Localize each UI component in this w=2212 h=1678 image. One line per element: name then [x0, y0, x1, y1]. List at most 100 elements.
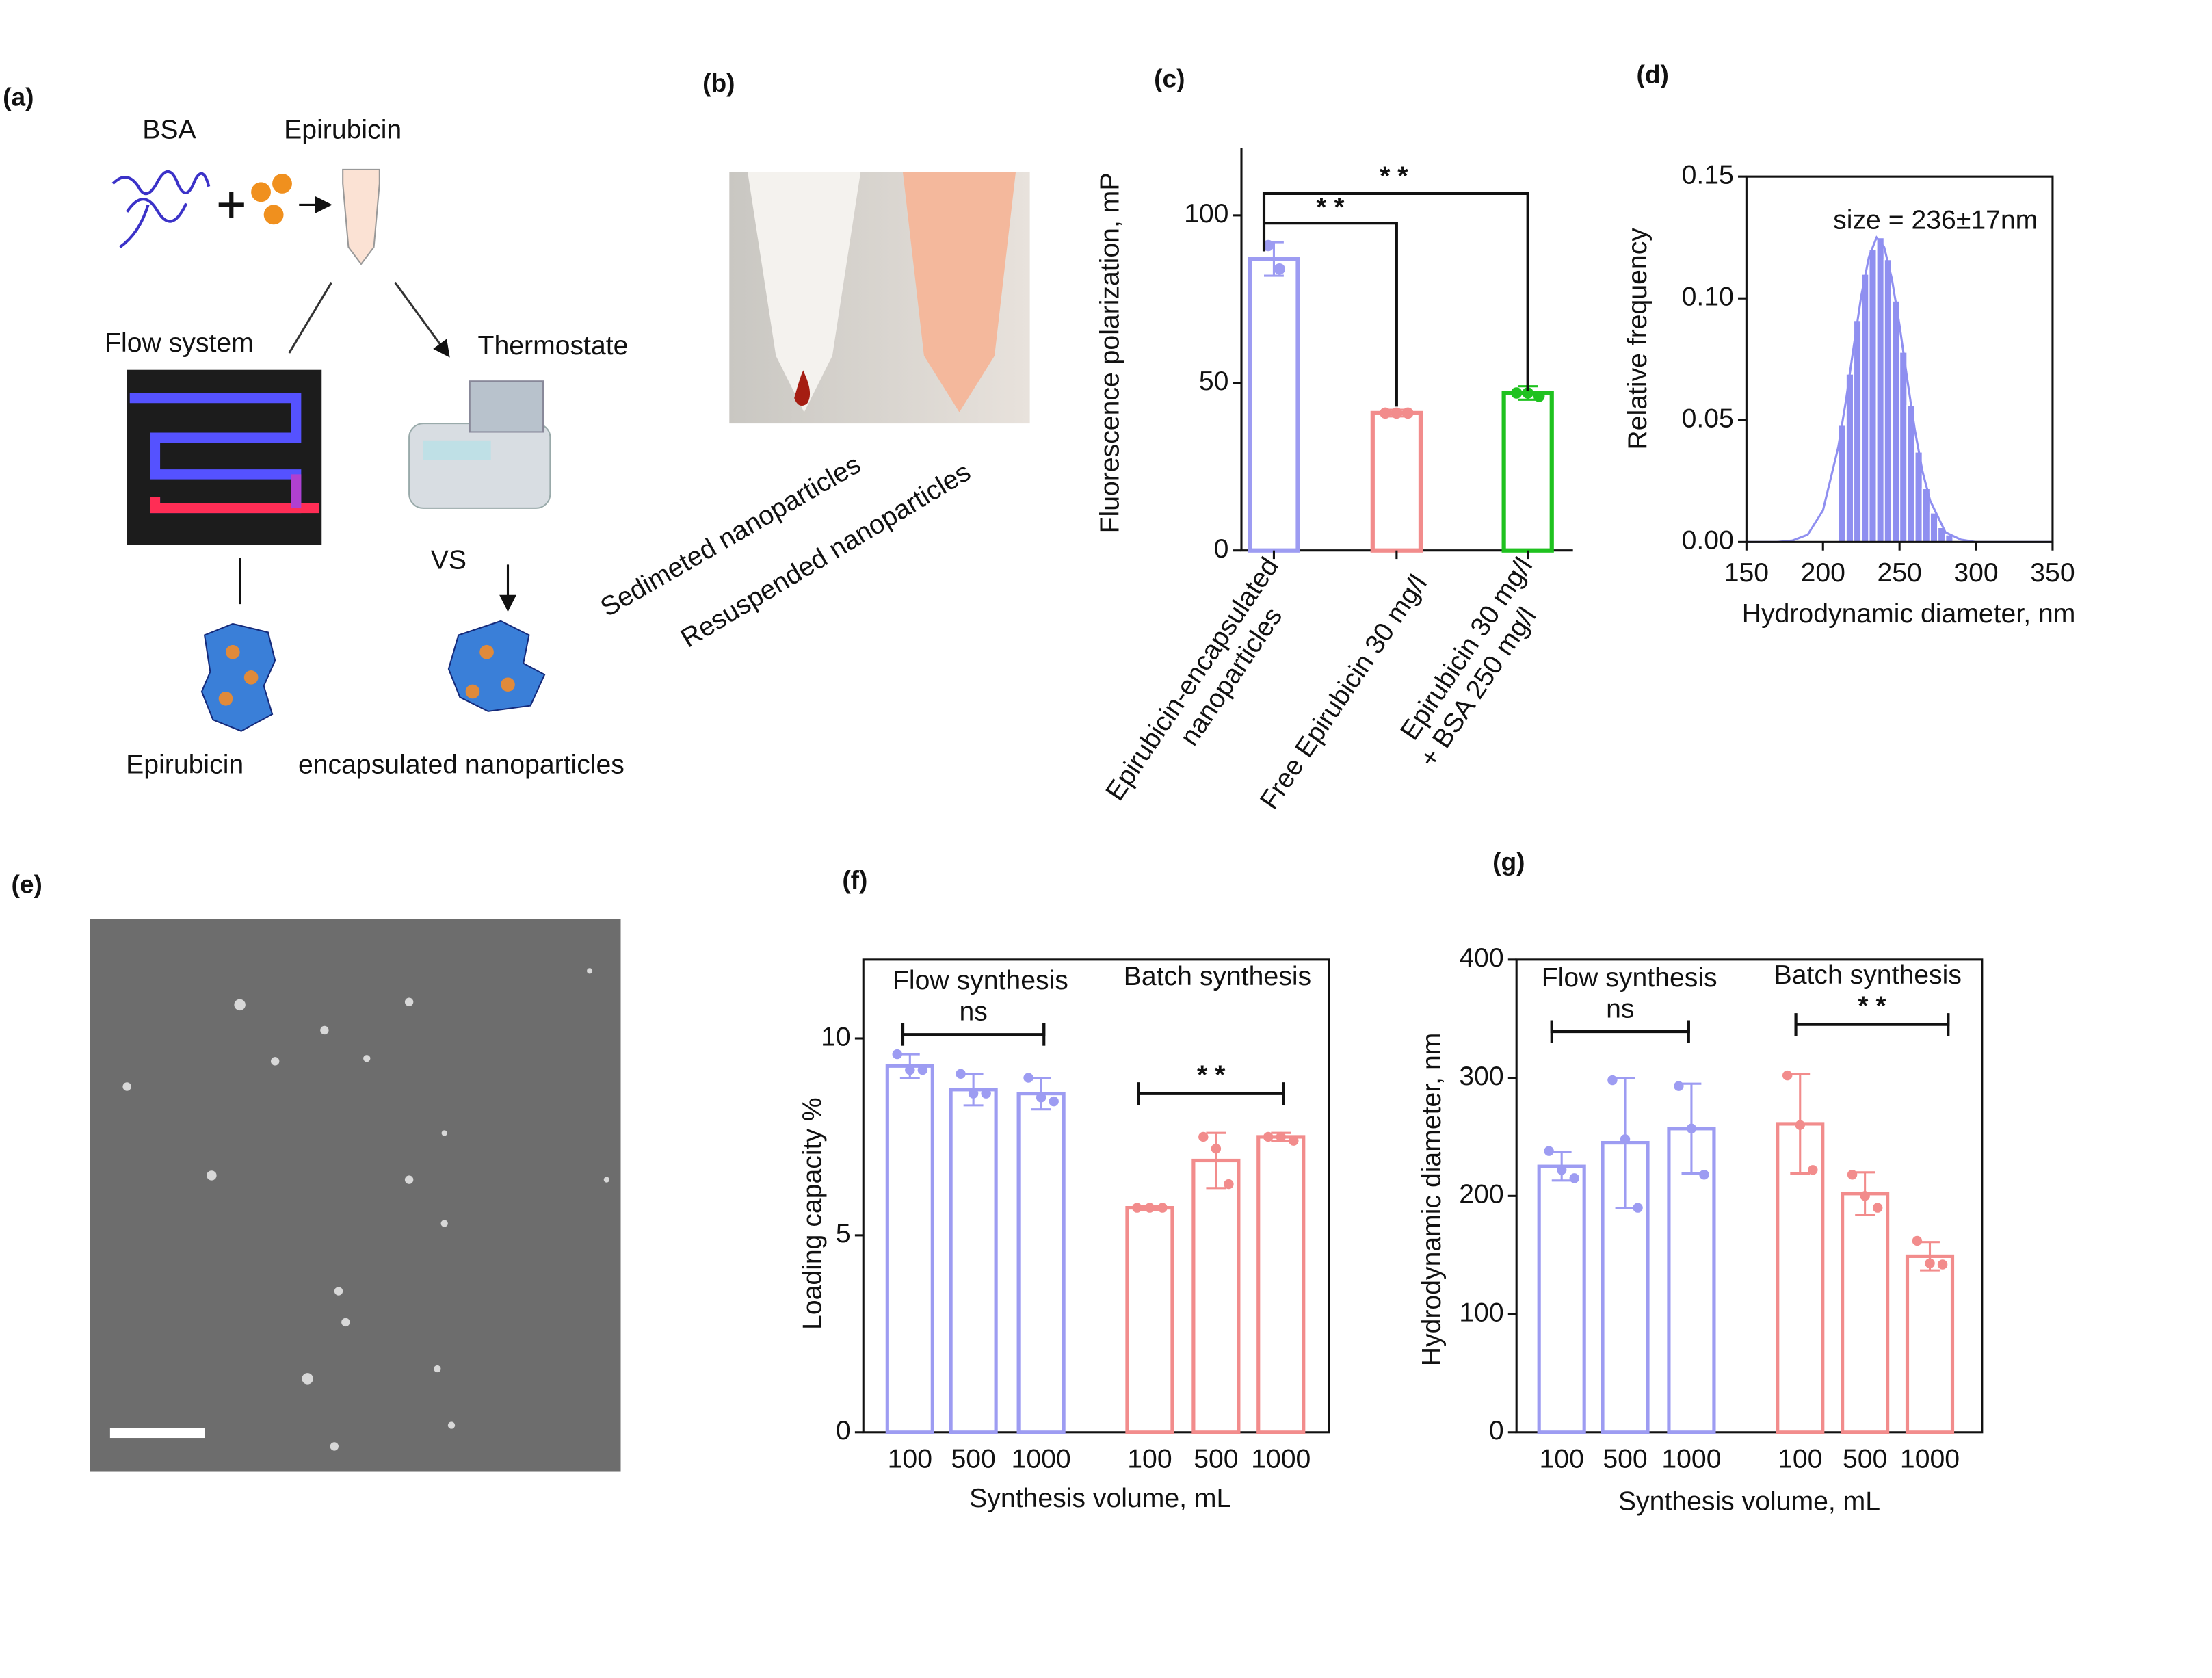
data-point	[1224, 1179, 1234, 1190]
bar	[1248, 257, 1300, 553]
data-point	[956, 1069, 966, 1079]
panel-label: (b)	[702, 68, 735, 97]
data-point	[1686, 1123, 1697, 1134]
significance: ns	[959, 997, 987, 1027]
bar	[949, 1088, 998, 1434]
data-point	[1674, 1081, 1684, 1091]
y-axis-label: Hydrodynamic diameter, nm	[1417, 1033, 1447, 1367]
significance-bracket	[1262, 222, 1398, 407]
bsa-icon	[111, 170, 211, 248]
data-point	[1198, 1131, 1209, 1142]
data-point	[1925, 1258, 1935, 1268]
x-tick-label: 500	[1843, 1444, 1887, 1473]
group-label: Flow synthesis	[893, 966, 1068, 995]
data-point	[1522, 387, 1533, 399]
data-point	[1274, 263, 1285, 275]
x-tick-label: 500	[1603, 1444, 1647, 1473]
significance: * *	[1380, 162, 1408, 192]
data-point	[1937, 1259, 1948, 1270]
x-tick-label: 1000	[1900, 1444, 1960, 1473]
data-point	[1380, 407, 1391, 419]
nanoparticle-icon	[200, 622, 276, 732]
label: encapsulated nanoparticles	[298, 750, 624, 780]
x-tick-label: 100	[1127, 1444, 1172, 1473]
data-point	[1872, 1203, 1883, 1213]
bar	[1501, 391, 1554, 553]
panel-label: (a)	[3, 83, 34, 112]
tube	[748, 172, 861, 412]
annotation: size = 236±17nm	[1833, 206, 2038, 235]
data-point	[1620, 1134, 1631, 1144]
x-tick-label-group: Free Epirubicin 30 mg/l	[1254, 570, 1433, 815]
label: VS	[431, 546, 466, 575]
bar	[885, 1064, 934, 1434]
data-point	[1049, 1096, 1059, 1107]
data-point	[1157, 1203, 1168, 1213]
drug-icon	[263, 205, 284, 225]
bar	[1905, 1254, 1955, 1434]
data-point	[1263, 1131, 1274, 1142]
x-tick-label: 1000	[1661, 1444, 1721, 1473]
sem-image	[90, 919, 621, 1472]
arrow	[239, 558, 508, 609]
group-label: Flow synthesis	[1542, 963, 1717, 993]
data-point	[1533, 391, 1545, 402]
sem-background	[90, 919, 621, 1472]
y-tick-label: 200	[1459, 1180, 1503, 1209]
bar	[1537, 1164, 1586, 1434]
data-point	[1607, 1075, 1618, 1086]
data-point	[1276, 1131, 1286, 1142]
significance: * *	[1858, 991, 1886, 1021]
x-tick-label: 1000	[1012, 1444, 1071, 1473]
bar	[1841, 1192, 1890, 1434]
data-point	[1795, 1120, 1805, 1130]
data-point	[1211, 1144, 1222, 1154]
significance: * *	[1197, 1060, 1226, 1090]
y-tick-label: 400	[1459, 943, 1503, 973]
nanoparticle-icon	[447, 620, 546, 712]
label: Flow system	[105, 328, 254, 358]
x-tick-label: 1000	[1251, 1444, 1311, 1473]
y-tick-label: 0.00	[1682, 526, 1734, 555]
x-axis-label: Hydrodynamic diameter, nm	[1742, 599, 2076, 629]
label: Epirubicin	[284, 116, 401, 145]
histogram-bar	[1891, 300, 1901, 543]
x-tick-label: 200	[1801, 558, 1845, 588]
histogram-bar	[1852, 319, 1862, 543]
data-point	[1847, 1170, 1858, 1180]
y-tick-label: 0	[1214, 534, 1229, 564]
panel-label: (e)	[12, 869, 42, 898]
pellet	[794, 370, 811, 406]
histogram-bar	[1883, 259, 1893, 543]
x-tick-label: 150	[1724, 558, 1769, 588]
significance-bracket	[1262, 192, 1529, 391]
fit-curve	[1746, 235, 2053, 543]
bar	[1016, 1092, 1066, 1434]
data-point	[1556, 1165, 1567, 1175]
x-tick-label: Epirubicin-encapsulated	[1101, 552, 1285, 806]
label: Thermostate	[478, 331, 629, 360]
x-tick-label: 500	[1194, 1444, 1238, 1473]
y-axis-label: Relative frequency	[1623, 228, 1653, 450]
panel-label: (f)	[842, 865, 867, 894]
x-tick-label: 300	[1953, 558, 1998, 588]
significance: * *	[1316, 193, 1345, 222]
histogram-bar	[1868, 248, 1878, 543]
drug-icon	[251, 182, 271, 202]
bar	[1370, 410, 1423, 553]
x-tick-label: 350	[2030, 558, 2075, 588]
data-point	[1699, 1170, 1709, 1180]
y-tick-label: 0	[836, 1416, 851, 1445]
arrow	[288, 281, 449, 356]
panel-label: (d)	[1637, 60, 1669, 89]
data-point	[1860, 1191, 1870, 1201]
y-tick-label: 0	[1489, 1416, 1504, 1445]
histogram-bar	[1860, 273, 1870, 543]
data-point	[981, 1088, 991, 1099]
significance: ns	[1606, 994, 1634, 1023]
drug-icon	[272, 174, 292, 194]
y-tick-label: 100	[1184, 199, 1228, 228]
y-tick-label: 0.10	[1682, 283, 1734, 312]
bar	[1125, 1206, 1174, 1434]
y-tick-label: 50	[1199, 367, 1229, 396]
